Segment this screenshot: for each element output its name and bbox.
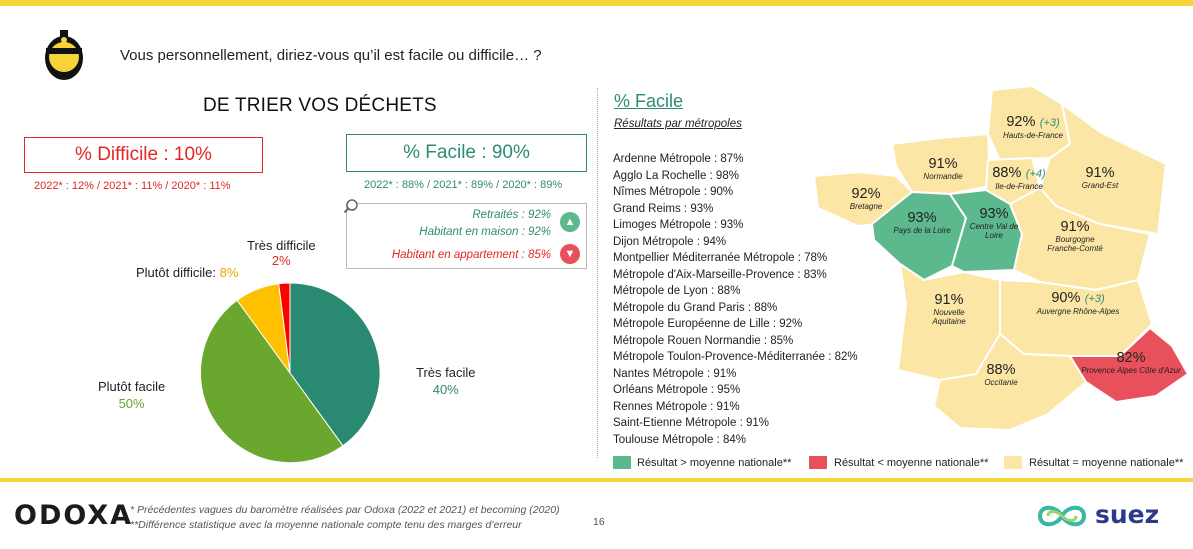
footnote-1: * Précédentes vagues du baromètre réalis… <box>130 504 560 516</box>
metropole-item: Rennes Métropole : 91% <box>613 400 740 413</box>
page-number: 16 <box>593 516 605 528</box>
label-plutot-difficile-value: 8% <box>219 265 239 280</box>
label-auvergne-rhone-alpes: 90% (+3) Auvergne Rhône-Alpes <box>1036 290 1120 316</box>
legend-label-above: Résultat > moyenne nationale** <box>637 457 792 469</box>
odoxa-logo: ODOXA <box>14 500 134 531</box>
label-tres-difficile-name: Très difficile <box>247 238 316 253</box>
legend-swatch-equal <box>1004 456 1022 469</box>
label-tres-facile: Très facile 40% <box>416 365 475 397</box>
region-normandie <box>890 132 992 196</box>
label-plutot-difficile-name: Plutôt difficile <box>136 265 213 280</box>
panel-divider <box>597 88 598 458</box>
metropole-item: Grand Reims : 93% <box>613 202 714 215</box>
label-centre-val-de-loire: 93% Centre Val de Loire <box>969 206 1019 240</box>
subgroup-appartement: Habitant en appartement : 85% <box>391 249 551 261</box>
metropole-item: Ardenne Métropole : 87% <box>613 153 744 165</box>
metropole-item: Nîmes Métropole : 90% <box>613 186 734 198</box>
magnifier-icon <box>343 199 358 214</box>
france-region-map <box>812 84 1190 432</box>
bottom-accent-bar <box>0 478 1193 482</box>
metropole-item: Orléans Métropole : 95% <box>613 384 741 396</box>
label-plutot-facile-value: 50% <box>118 396 145 411</box>
pie-slice-tr-s-difficile <box>278 282 291 374</box>
metropole-item: Dijon Métropole : 94% <box>613 235 727 248</box>
metropole-item: Montpellier Méditerranée Métropole : 78% <box>613 252 828 264</box>
label-occitanie: 88% Occitanie <box>984 362 1018 387</box>
suez-swirl-icon <box>1037 505 1087 527</box>
label-plutot-facile: Plutôt facile 50% <box>98 379 165 411</box>
label-tres-facile-name: Très facile <box>416 365 476 380</box>
metropole-item: Métropole Rouen Normandie : 85% <box>613 334 794 347</box>
region-paca <box>1068 326 1190 404</box>
label-plutot-difficile: Plutôt difficile: 8% <box>136 265 239 280</box>
facile-history: 2022* : 88% / 2021* : 89% / 2020* : 89% <box>364 179 563 191</box>
label-pays-de-la-loire: 93% Pays de la Loire <box>893 210 951 235</box>
subgroup-retraites: Retraités : 92% <box>472 209 551 221</box>
legend-swatch-above <box>613 456 631 469</box>
thumbs-up-icon: ▲ <box>560 212 580 232</box>
metropole-item: Toulouse Métropole : 84% <box>613 433 746 446</box>
map-subtitle: Résultats par métropoles <box>614 118 742 130</box>
label-bretagne: 92% Bretagne <box>849 186 883 211</box>
metropole-item: Métropole Toulon-Provence-Méditerranée :… <box>613 351 858 363</box>
thumbs-down-icon: ▼ <box>560 244 580 264</box>
legend-swatch-below <box>809 456 827 469</box>
label-normandie: 91% Normandie <box>923 156 963 181</box>
metropole-item: Métropole de Lyon : 88% <box>613 285 741 297</box>
label-tres-facile-value: 40% <box>432 382 459 397</box>
metropole-item: Métropole d'Aix-Marseille-Provence : 83% <box>613 268 827 281</box>
metropole-item: Métropole Européenne de Lille : 92% <box>613 318 803 330</box>
metropole-item: Nantes Métropole : 91% <box>613 367 737 380</box>
label-paca: 82% Provence Alpes Côte d'Azur <box>1081 350 1181 375</box>
pie-slice-plut-t-facile <box>199 299 344 464</box>
odoxa-emblem-icon <box>45 30 83 80</box>
metropole-item: Saint-Etienne Métropole : 91% <box>613 417 769 429</box>
legend-label-below: Résultat < moyenne nationale** <box>834 457 989 469</box>
top-accent-bar <box>0 0 1193 6</box>
metropole-item: Métropole du Grand Paris : 88% <box>613 301 778 314</box>
facile-summary-box: % Facile : 90% <box>346 134 587 172</box>
difficile-history: 2022* : 12% / 2021* : 11% / 2020* : 11% <box>34 180 231 192</box>
label-grand-est: 91% Grand-Est <box>1081 165 1119 190</box>
legend-label-equal: Résultat = moyenne nationale** <box>1029 457 1184 469</box>
difficile-summary-box: % Difficile : 10% <box>24 137 263 173</box>
label-plutot-facile-name: Plutôt facile <box>98 379 166 394</box>
footnote-2: **Différence statistique avec la moyenne… <box>130 519 522 531</box>
metropole-item: Limoges Métropole : 93% <box>613 219 744 231</box>
label-tres-difficile: Très difficile 2% <box>247 238 316 268</box>
suez-logo: suez <box>1095 500 1160 529</box>
pie-chart <box>199 282 381 464</box>
map-title: % Facile <box>614 91 684 111</box>
pie-slice-tr-s-facile <box>289 282 381 447</box>
metropole-item: Agglo La Rochelle : 98% <box>613 169 739 182</box>
section-title: DE TRIER VOS DÉCHETS <box>203 95 437 116</box>
subgroup-box <box>346 203 587 269</box>
survey-question: Vous personnellement, diriez-vous qu’il … <box>120 47 542 64</box>
label-ile-de-france: 88% (+4) Ile-de-France <box>992 165 1046 191</box>
label-bourgogne: 91% Bourgogne Franche-Comté <box>1047 219 1103 253</box>
label-hauts-de-france: 92% (+3) Hauts-de-France <box>1002 114 1064 140</box>
label-nouvelle-aquitaine: 91% Nouvelle Aquitaine <box>932 292 966 326</box>
subgroup-maison: Habitant en maison : 92% <box>419 226 551 238</box>
metropole-list: Ardenne Métropole : 87% Agglo La Rochelle… <box>613 151 858 448</box>
label-tres-difficile-value: 2% <box>271 253 291 268</box>
